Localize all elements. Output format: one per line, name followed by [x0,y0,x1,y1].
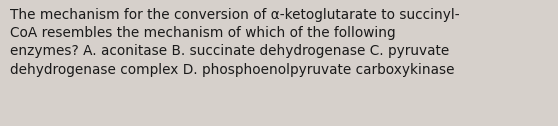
Text: The mechanism for the conversion of α-ketoglutarate to succinyl-
CoA resembles t: The mechanism for the conversion of α-ke… [10,8,460,76]
